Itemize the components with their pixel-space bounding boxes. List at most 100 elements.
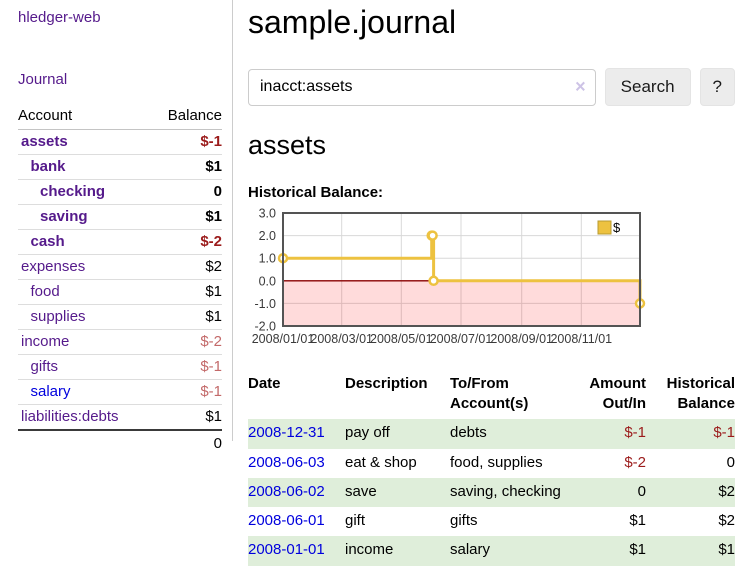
clear-search-icon[interactable]: ×	[575, 76, 586, 97]
register-header-description: Description	[345, 374, 428, 392]
transaction-amount: $-1	[566, 419, 646, 449]
transaction-description: income	[345, 536, 450, 566]
transaction-amount: $1	[629, 512, 646, 530]
account-link-liabilities-debts[interactable]: liabilities:debts	[21, 408, 119, 425]
transaction-description: eat & shop	[345, 453, 417, 471]
svg-text:2.0: 2.0	[259, 229, 276, 243]
search-button[interactable]: Search	[604, 68, 691, 107]
account-link-saving[interactable]: saving	[40, 208, 88, 225]
transaction-accounts: gifts	[450, 512, 478, 530]
account-row: saving $1	[18, 204, 222, 230]
account-row: liabilities:debts $1	[18, 404, 222, 430]
account-row: bank $1	[18, 154, 222, 180]
main-content: sample.journal × Search ? assets Histori…	[248, 0, 735, 566]
transaction-accounts: debts	[450, 419, 566, 449]
register-table: Date Description To/From Account(s) Amou…	[248, 372, 735, 566]
account-row: income $-2	[18, 329, 222, 355]
account-row: salary $-1	[18, 379, 222, 405]
account-balance: $1	[150, 154, 222, 180]
legend-swatch	[597, 220, 612, 235]
transaction-description: save	[345, 477, 450, 508]
account-balance: $1	[150, 304, 222, 330]
account-link-cash[interactable]: cash	[30, 233, 65, 250]
account-balance: 0	[150, 179, 222, 205]
register-header-accounts: To/From Account(s)	[450, 374, 529, 413]
svg-text:0.0: 0.0	[259, 274, 276, 288]
register-row: 2008-06-01 gift gifts $1 $2	[248, 507, 735, 536]
account-link-gifts[interactable]: gifts	[30, 358, 59, 375]
search-form: × Search ?	[248, 68, 735, 107]
transaction-date-link[interactable]: 2008-12-31	[248, 424, 325, 442]
svg-text:2008/11/01: 2008/11/01	[550, 332, 612, 346]
svg-text:-1.0: -1.0	[254, 297, 276, 311]
legend-label: $	[613, 220, 621, 235]
account-link-bank[interactable]: bank	[30, 158, 66, 175]
page-title: sample.journal	[248, 4, 457, 40]
account-balance: $-2	[150, 229, 222, 255]
accounts-total-balance: 0	[150, 429, 222, 456]
transaction-accounts: food, supplies	[450, 453, 543, 471]
account-link-income[interactable]: income	[21, 333, 70, 350]
transaction-date-link[interactable]: 2008-06-01	[248, 512, 325, 530]
account-row: cash $-2	[18, 229, 222, 255]
search-input[interactable]	[248, 68, 596, 106]
transaction-description: pay off	[345, 419, 450, 449]
transaction-balance: $2	[646, 477, 735, 508]
transaction-date-link[interactable]: 2008-06-03	[248, 453, 325, 471]
account-balance: $2	[150, 254, 222, 280]
register-header-date[interactable]: Date	[248, 374, 281, 392]
register-header-balance: Historical Balance	[666, 374, 735, 413]
account-balance: $-1	[150, 379, 222, 405]
register-row: 2008-01-01 income salary $1 $1	[248, 536, 735, 566]
account-balance: $-1	[200, 133, 222, 150]
account-balance: $-1	[150, 354, 222, 380]
chart-heading: Historical Balance:	[248, 183, 384, 201]
historical-balance-chart-svg: $3.0 2.0 1.0 0.0 -1.0 -2.02008/01/012008/03/0…	[252, 206, 646, 346]
transaction-accounts: saving, checking	[450, 477, 566, 508]
transaction-balance: $2	[718, 512, 735, 530]
sidebar: hledger-web Journal Account Balance asse…	[0, 0, 233, 456]
register-header-amount: Amount Out/In	[589, 374, 646, 413]
app-title-link[interactable]: hledger-web	[18, 9, 101, 26]
account-balance: $1	[150, 404, 222, 430]
accounts-header-account: Account	[18, 107, 151, 130]
svg-text:2008/05/01: 2008/05/01	[370, 332, 433, 346]
account-link-supplies[interactable]: supplies	[30, 308, 86, 325]
account-link-salary[interactable]: salary	[30, 383, 71, 400]
account-row: checking 0	[18, 179, 222, 205]
account-row: assets $-1	[18, 130, 222, 155]
svg-text:3.0: 3.0	[259, 207, 276, 221]
transaction-amount: 0	[566, 477, 646, 508]
svg-text:-2.0: -2.0	[254, 319, 276, 333]
account-balance: $1	[150, 204, 222, 230]
account-link-assets[interactable]: assets	[21, 133, 68, 150]
account-link-expenses[interactable]: expenses	[21, 258, 86, 275]
account-row: expenses $2	[18, 254, 222, 280]
accounts-table: Account Balance assets $-1 bank $1 checking 0…	[18, 107, 222, 456]
transaction-amount: $1	[566, 536, 646, 566]
account-link-food[interactable]: food	[30, 283, 60, 300]
accounts-header-balance: Balance	[150, 107, 222, 130]
account-link-checking[interactable]: checking	[40, 183, 106, 200]
account-balance: $1	[150, 279, 222, 305]
transaction-date-link[interactable]: 2008-06-02	[248, 482, 325, 500]
transaction-balance: $1	[646, 536, 735, 566]
transaction-accounts: salary	[450, 536, 566, 566]
account-row: supplies $1	[18, 304, 222, 330]
help-button[interactable]: ?	[699, 68, 735, 107]
transaction-date-link[interactable]: 2008-01-01	[248, 541, 325, 559]
register-row: 2008-06-03 eat & shop food, supplies $-2 0	[248, 449, 735, 478]
accounts-total-row: 0	[18, 429, 222, 456]
sidebar-item-journal[interactable]: Journal	[18, 71, 68, 88]
svg-text:2008/09/01: 2008/09/01	[490, 332, 553, 346]
svg-text:2008/01/01: 2008/01/01	[252, 332, 315, 346]
transaction-amount: $-2	[624, 453, 646, 471]
transaction-balance: 0	[726, 453, 735, 471]
account-heading: assets	[248, 130, 327, 161]
historical-balance-chart: $3.0 2.0 1.0 0.0 -1.0 -2.0 2008/01/01 2008/03/0…	[248, 206, 735, 357]
account-balance: $-2	[150, 329, 222, 355]
account-row: gifts $-1	[18, 354, 222, 380]
svg-text:2008/07/01: 2008/07/01	[430, 332, 493, 346]
transaction-balance: $-1	[646, 419, 735, 449]
register-row: 2008-06-02 save saving, checking 0 $2	[248, 477, 735, 508]
